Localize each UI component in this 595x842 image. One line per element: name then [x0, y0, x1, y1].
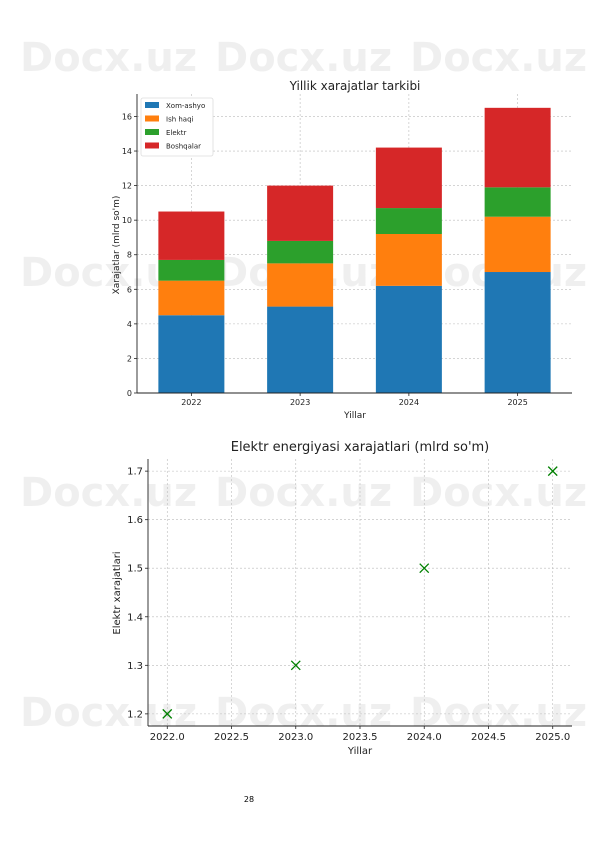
- page-number: 28: [243, 795, 255, 804]
- x-tick-label: 2022.5: [214, 732, 249, 743]
- legend-label: Boshqalar: [166, 143, 201, 151]
- bar-segment: [158, 315, 225, 393]
- y-tick-label: 1.5: [127, 564, 143, 575]
- data-point: [290, 660, 301, 671]
- chart-title: Yillik xarajatlar tarkibi: [289, 79, 421, 93]
- y-tick-label: 0: [127, 389, 132, 398]
- y-tick-label: 14: [122, 147, 132, 156]
- bar-segment: [375, 233, 442, 286]
- x-axis-label: Yillar: [343, 411, 366, 420]
- watermark-text: Docx.uz: [410, 470, 588, 516]
- bar-segment: [375, 208, 442, 234]
- y-tick-label: 1.7: [127, 467, 143, 478]
- data-point: [547, 466, 558, 477]
- bar-segment: [484, 272, 551, 393]
- watermark-text: Docx.uz: [215, 690, 393, 736]
- data-point: [162, 708, 173, 719]
- legend-box: [140, 97, 214, 157]
- stacked-bar-chart: 0 2 4 6 8 10 12 14 16 2022 2023 2024 2025 Xom-ashyo I…: [112, 79, 572, 420]
- x-tick-label: 2024.5: [471, 732, 506, 743]
- bar-segment: [267, 185, 334, 241]
- x-tick-label: 2025.0: [535, 732, 570, 743]
- watermark-text: Docx.uz: [20, 690, 198, 736]
- x-tick-label: 2022: [181, 398, 201, 407]
- x-tick-label: 2024.0: [407, 732, 442, 743]
- y-axis-label: Elektr xarajatlari: [112, 551, 123, 634]
- y-axis-label: Xarajatlar (mlrd so'm): [112, 196, 122, 295]
- x-tick-label: 2025: [507, 398, 527, 407]
- watermark-text: Docx.uz: [410, 690, 588, 736]
- legend-swatch: [145, 115, 159, 122]
- legend-label: Ish haqi: [166, 116, 194, 124]
- y-tick-label: 1.6: [127, 515, 143, 526]
- watermark-text: Docx.uz: [215, 470, 393, 516]
- chart-title: Elektr energiyasi xarajatlari (mlrd so'm…: [231, 440, 490, 455]
- legend-swatch: [145, 102, 159, 108]
- bar-segment: [375, 285, 442, 393]
- y-tick-label: 10: [122, 216, 132, 225]
- bar-segment: [267, 263, 334, 307]
- y-tick-label: 1.4: [127, 612, 143, 623]
- legend-label: Elektr: [166, 129, 186, 137]
- data-point: [419, 563, 430, 574]
- x-tick-label: 2024: [399, 398, 419, 407]
- y-tick-label: 2: [127, 354, 132, 363]
- y-tick-label: 8: [127, 251, 132, 260]
- bar-segment: [484, 107, 551, 188]
- bar-segment: [375, 147, 442, 209]
- y-tick-label: 12: [122, 182, 132, 191]
- y-tick-label: 4: [127, 320, 132, 329]
- legend-label: Xom-ashyo: [166, 102, 205, 110]
- x-tick-label: 2022.0: [150, 732, 185, 743]
- y-tick-label: 16: [122, 112, 132, 121]
- bar-segment: [267, 240, 334, 264]
- y-tick-label: 1.2: [127, 709, 143, 720]
- bar-segment: [484, 187, 551, 217]
- x-tick-label: 2023.0: [278, 732, 313, 743]
- bar-segment: [158, 280, 225, 316]
- x-tick-label: 2023: [290, 398, 310, 407]
- legend-swatch: [145, 142, 159, 149]
- x-tick-label: 2023.5: [343, 732, 378, 743]
- y-tick-label: 1.3: [127, 661, 143, 672]
- watermark-text: Docx.uz: [20, 470, 198, 516]
- legend-swatch: [145, 129, 159, 135]
- bar-segment: [158, 211, 225, 260]
- bar-segment: [267, 306, 334, 393]
- bar-segment: [484, 216, 551, 273]
- bar-segment: [158, 259, 225, 281]
- x-axis-label: Yillar: [347, 746, 373, 757]
- y-tick-label: 6: [127, 285, 132, 294]
